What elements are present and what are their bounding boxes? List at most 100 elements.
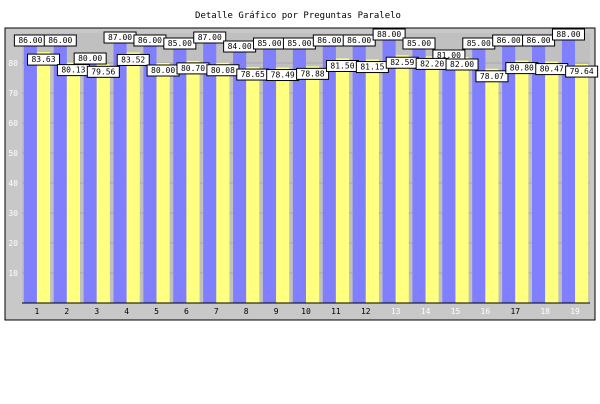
data-label-series-1: 85.00: [402, 37, 436, 50]
data-label-box: [475, 70, 509, 83]
x-tick-label: 19: [570, 307, 580, 316]
x-tick-label: 2: [64, 307, 69, 316]
data-label-series-1: 85.00: [282, 37, 316, 50]
data-label-text: 78.88: [301, 69, 325, 78]
data-label-text: 86.00: [317, 36, 341, 45]
x-tick-label: 4: [124, 307, 129, 316]
data-label-series-1: 84.00: [223, 40, 257, 53]
data-label-series-2: 81.15: [355, 61, 389, 74]
data-label-text: 80.00: [151, 66, 175, 75]
data-label-box: [116, 53, 150, 66]
bar-series-1: [143, 45, 157, 303]
bar-series-1: [412, 48, 426, 303]
data-label-text: 84.00: [228, 42, 252, 51]
bar-series-2: [246, 67, 260, 303]
data-label-text: 85.00: [257, 39, 281, 48]
x-tick-label: 6: [184, 307, 189, 316]
bar-series-2: [545, 61, 559, 304]
x-tick-label: 8: [244, 307, 249, 316]
data-label-series-2: 79.56: [86, 65, 120, 78]
bar-series-1: [322, 45, 336, 303]
data-label-text: 88.00: [377, 30, 401, 39]
data-label-text: 79.64: [570, 67, 594, 76]
bar-series-2: [485, 68, 499, 303]
data-label-text: 80.47: [540, 65, 564, 74]
bar-series-1: [442, 60, 456, 303]
bar-series-1: [113, 42, 127, 303]
data-labels: 86.00 86.00 80.00 87.00 86.00 85.00 87.00 84.00…: [13, 28, 599, 83]
data-label-text: 86.00: [48, 36, 72, 45]
x-tick-label: 7: [214, 307, 219, 316]
data-label-series-1: 86.00: [133, 34, 167, 47]
bar-series-1: [532, 45, 546, 303]
x-tick-label: 9: [274, 307, 279, 316]
y-tick-label: 20: [8, 239, 18, 248]
x-tick-label: 17: [510, 307, 520, 316]
data-label-text: 83.52: [121, 55, 145, 64]
data-label-series-2: 82.00: [445, 58, 479, 71]
data-label-series-1: 88.00: [551, 28, 585, 41]
data-label-text: 79.56: [91, 67, 115, 76]
data-label-series-1: 87.00: [193, 31, 227, 44]
data-label-text: 86.00: [18, 36, 42, 45]
data-label-series-2: 80.13: [56, 64, 90, 77]
data-label-series-1: 87.00: [103, 31, 137, 44]
bar-series-2: [126, 52, 140, 303]
data-label-series-2: 78.07: [475, 70, 509, 83]
y-tick-label: 40: [8, 179, 18, 188]
bar-series-2: [425, 56, 439, 304]
bar-series-2: [335, 58, 350, 303]
bar-series-2: [395, 55, 409, 304]
data-label-series-1: 86.00: [522, 34, 556, 47]
x-tick-label: 15: [451, 307, 461, 316]
data-label-text: 88.00: [556, 30, 580, 39]
bar-series-1: [53, 45, 67, 303]
bar-series-1: [502, 45, 516, 303]
data-label-text: 80.70: [181, 64, 205, 73]
data-label-text: 81.15: [360, 63, 384, 72]
bar-series-2: [36, 52, 51, 303]
data-label-text: 78.49: [271, 71, 295, 80]
data-label-series-1: 86.00: [342, 34, 376, 47]
bars: [23, 39, 589, 304]
data-label-box: [193, 31, 227, 44]
data-label-series-2: 82.59: [385, 56, 419, 69]
bar-series-1: [233, 51, 247, 303]
data-label-box: [372, 28, 406, 41]
y-tick-label: 60: [8, 119, 18, 128]
data-label-series-2: 82.20: [415, 57, 449, 70]
y-tick-label: 80: [8, 59, 18, 68]
data-label-series-2: 80.08: [206, 64, 240, 77]
data-label-text: 82.20: [420, 59, 444, 68]
data-label-text: 85.00: [287, 39, 311, 48]
bar-series-1: [203, 42, 217, 303]
x-tick-label: 13: [391, 307, 401, 316]
data-label-series-2: 81.50: [325, 60, 359, 72]
data-label-series-1: 85.00: [163, 37, 197, 50]
data-label-series-2: 80.70: [176, 62, 210, 75]
y-tick-label: 10: [8, 269, 18, 278]
data-label-box: [551, 28, 585, 41]
bar-series-1: [561, 39, 576, 303]
data-label-text: 81.00: [437, 51, 461, 60]
data-label-text: 86.00: [138, 36, 162, 45]
bar-series-2: [276, 67, 290, 303]
data-label-series-2: 83.52: [116, 53, 150, 66]
data-label-box: [445, 58, 479, 71]
data-label-text: 87.00: [108, 33, 132, 42]
bar-series-1: [23, 45, 37, 303]
data-label-text: 80.08: [211, 66, 235, 75]
bar-series-2: [365, 59, 379, 303]
data-label-text: 78.07: [480, 72, 504, 81]
bar-series-1: [382, 39, 396, 303]
bar-series-1: [472, 48, 486, 303]
bar-series-2: [186, 60, 200, 304]
bar-series-2: [455, 57, 469, 303]
y-axis-ticks: 10 20 30 40 50 60 70 80: [8, 59, 18, 278]
chart-title: Detalle Gráfico por Preguntas Paralelo: [195, 11, 401, 21]
bar-series-1: [173, 48, 187, 303]
data-label-box: [565, 65, 599, 78]
bar-series-2: [216, 62, 230, 304]
data-label-text: 81.50: [330, 62, 354, 71]
